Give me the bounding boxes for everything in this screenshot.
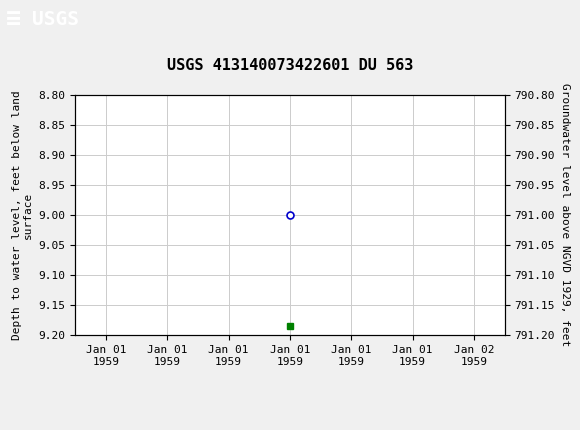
Text: USGS 413140073422601 DU 563: USGS 413140073422601 DU 563 (167, 58, 413, 73)
Y-axis label: Groundwater level above NGVD 1929, feet: Groundwater level above NGVD 1929, feet (560, 83, 570, 347)
Text: ≡: ≡ (6, 7, 21, 31)
Text: USGS: USGS (32, 10, 79, 29)
Y-axis label: Depth to water level, feet below land
surface: Depth to water level, feet below land su… (12, 90, 33, 340)
